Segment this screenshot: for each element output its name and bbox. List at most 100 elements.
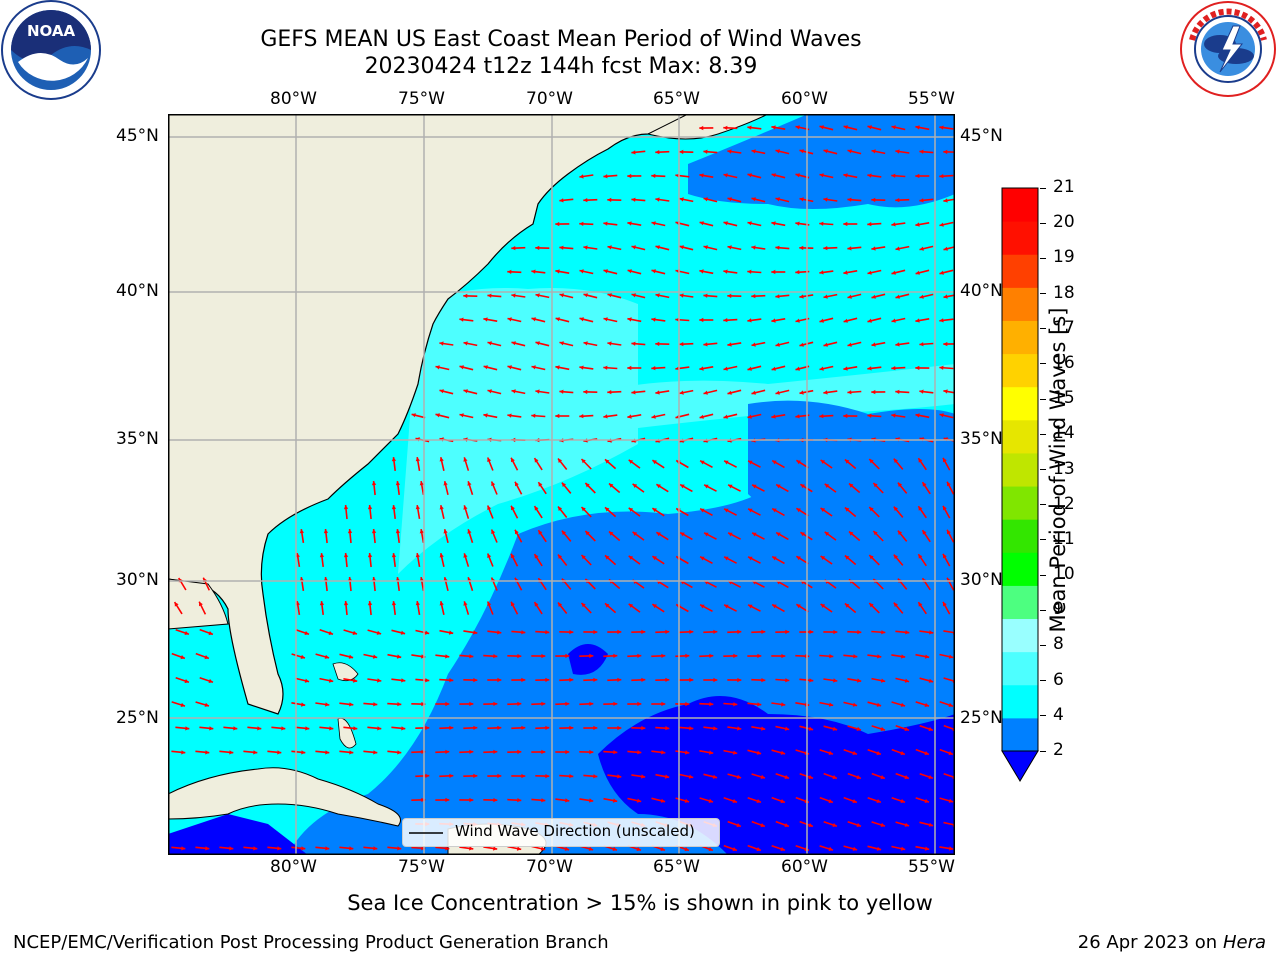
wave-direction-arrowhead: [867, 173, 872, 178]
wave-direction-arrowhead: [208, 678, 213, 683]
wave-direction-arrowhead: [561, 482, 567, 487]
wave-direction-arrowhead: [904, 726, 909, 731]
wave-direction-arrowhead: [632, 483, 638, 488]
wave-direction-arrowhead: [688, 774, 694, 779]
wave-direction-arrowhead: [844, 507, 850, 512]
wave-direction-arrowhead: [343, 601, 349, 606]
wave-direction-arrowhead: [852, 750, 857, 755]
wave-direction-arrowhead: [924, 702, 929, 707]
wave-direction-arrowhead: [493, 654, 498, 659]
sea-ice-note-text: Sea Ice Concentration > 15% is shown in …: [347, 891, 933, 915]
wave-direction-arrowhead: [534, 458, 539, 463]
wave-direction-arrowhead: [585, 531, 590, 536]
wave-direction-arrowhead: [752, 532, 757, 537]
wave-direction-arrowhead: [699, 173, 704, 178]
wave-direction-arrowhead: [828, 846, 833, 851]
wave-direction-arrowhead: [679, 293, 684, 298]
wave-direction-arrowhead: [325, 846, 330, 851]
colorbar-tick-mark: [1040, 644, 1046, 646]
colorbar-tick-mark: [1040, 750, 1046, 752]
wave-direction-arrowhead: [636, 798, 642, 803]
wave-direction-arrowhead: [493, 701, 498, 707]
wave-direction-arrowhead: [487, 457, 492, 462]
wave-direction-arrowhead: [391, 601, 397, 606]
wave-direction-arrowhead: [664, 774, 670, 779]
wave-direction-arrowhead: [581, 603, 586, 608]
wave-direction-arrowhead: [347, 529, 353, 534]
wave-direction-arrowhead: [723, 173, 728, 178]
lon-label-bottom-55w: 55°W: [908, 857, 955, 877]
wave-direction-arrowhead: [939, 222, 944, 227]
wave-direction-arrowhead: [832, 775, 837, 780]
wave-direction-arrowhead: [844, 603, 850, 608]
wave-direction-arrowhead: [376, 630, 382, 635]
wave-direction-arrowhead: [415, 505, 420, 510]
wave-direction-arrowhead: [651, 317, 656, 322]
wave-direction-arrowhead: [607, 245, 612, 250]
legend-label: Wind Wave Direction (unscaled): [455, 822, 695, 840]
wave-direction-arrowhead: [823, 197, 828, 202]
wave-direction-arrowhead: [558, 554, 563, 559]
wave-direction-arrowhead: [637, 750, 642, 755]
wave-direction-arrowhead: [371, 529, 377, 534]
colorbar-segment: [1002, 254, 1038, 288]
wave-direction-arrowhead: [391, 553, 397, 558]
wave-direction-arrowhead: [924, 798, 929, 803]
wave-direction-arrowhead: [893, 506, 898, 511]
wave-direction-arrowhead: [538, 482, 543, 487]
wave-direction-arrowhead: [397, 846, 402, 851]
wave-direction-arrowhead: [521, 630, 526, 635]
wave-direction-arrowhead: [929, 630, 934, 635]
wave-direction-arrowhead: [775, 197, 780, 202]
wave-direction-arrowhead: [538, 530, 543, 535]
wave-direction-arrowhead: [656, 532, 661, 537]
wave-direction-arrowhead: [603, 317, 608, 322]
wave-direction-arrowhead: [631, 150, 636, 155]
wave-direction-arrowhead: [891, 270, 896, 275]
wave-direction-arrowhead: [583, 389, 588, 395]
wave-direction-arrowhead: [605, 555, 610, 560]
wave-direction-arrowhead: [939, 365, 944, 370]
wave-direction-arrowhead: [581, 555, 586, 560]
wave-direction-arrowhead: [924, 846, 930, 851]
lon-label-bottom-75w: 75°W: [398, 857, 445, 877]
wave-direction-arrowhead: [487, 293, 492, 298]
wave-direction-arrowhead: [891, 366, 896, 371]
wave-direction-arrowhead: [849, 531, 854, 536]
colorbar-segment: [1002, 320, 1038, 355]
wave-direction-arrowhead: [784, 774, 789, 779]
wave-direction-arrowhead: [928, 822, 934, 827]
wave-direction-arrowhead: [819, 173, 824, 178]
wave-direction-arrowhead: [181, 750, 186, 755]
wave-direction-arrowhead: [780, 799, 785, 804]
colorbar-tick-label: 13: [1053, 458, 1075, 479]
wave-direction-arrowhead: [843, 270, 848, 275]
wave-direction-arrowhead: [867, 413, 872, 418]
wave-direction-arrowhead: [819, 414, 824, 419]
wave-direction-arrowhead: [856, 775, 861, 780]
wave-direction-arrowhead: [761, 629, 766, 634]
wave-direction-arrowhead: [751, 197, 756, 202]
wave-direction-arrowhead: [823, 294, 828, 299]
wave-direction-arrowhead: [605, 507, 610, 512]
wave-direction-arrowhead: [558, 602, 563, 607]
colorbar: [1000, 186, 1040, 786]
wave-direction-arrowhead: [699, 125, 704, 131]
wave-direction-arrowhead: [652, 508, 657, 513]
wave-direction-arrowhead: [652, 556, 657, 561]
colorbar-tick-mark: [1040, 187, 1046, 189]
colorbar-segment: [1002, 221, 1038, 255]
wave-direction-arrowhead: [435, 413, 440, 418]
wave-direction-arrowhead: [727, 149, 732, 154]
wave-direction-arrowhead: [727, 245, 732, 250]
lat-label-right-25n: 25°N: [960, 708, 1003, 728]
wave-direction-arrowhead: [184, 631, 189, 635]
wave-direction-arrowhead: [795, 173, 800, 178]
wave-direction-arrowhead: [656, 484, 661, 489]
colorbar-tick-mark: [1040, 398, 1046, 400]
period-band-6-8: [398, 288, 638, 574]
wave-direction-arrowhead: [781, 653, 786, 659]
wave-direction-arrowhead: [561, 530, 567, 535]
wave-direction-arrowhead: [918, 458, 923, 463]
wave-direction-arrowhead: [737, 677, 742, 683]
